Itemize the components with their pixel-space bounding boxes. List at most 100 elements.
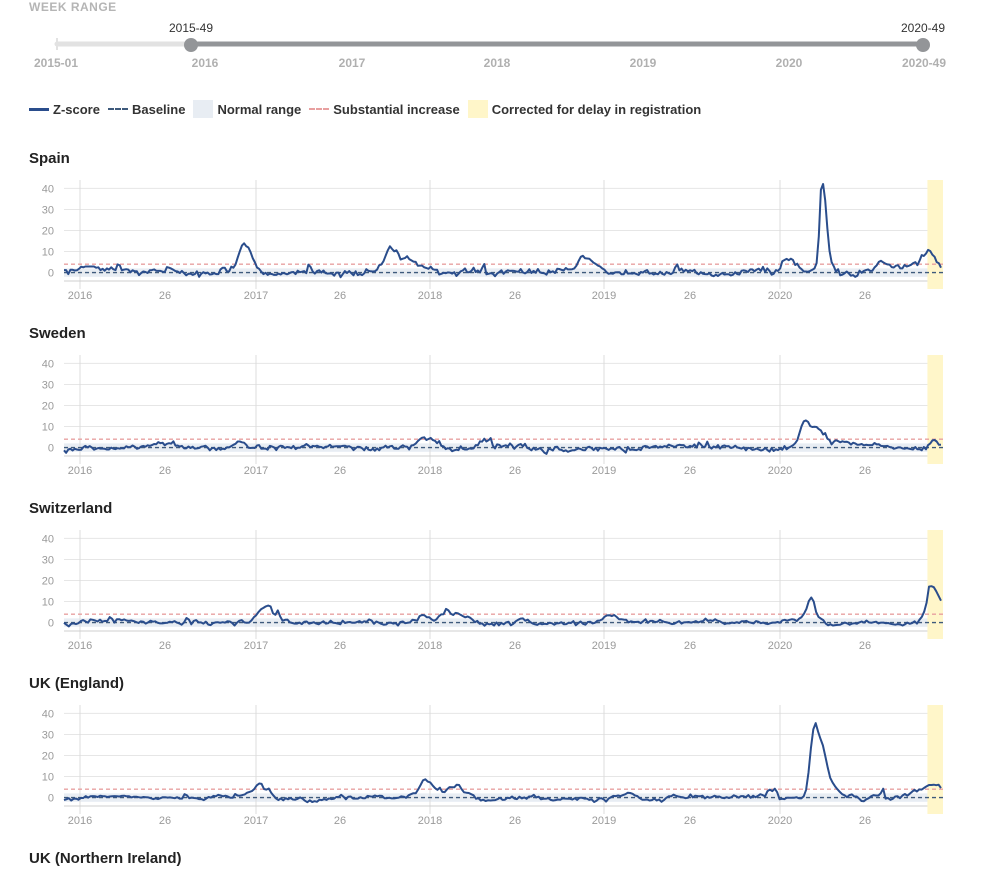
country-chart: 0 10 20 30 40 2016 26 2017 26 2018 26 2019 26 2020 26 [42,530,943,652]
x-tick-label: 26 [334,815,346,827]
y-tick-label: 40 [42,183,54,195]
country-chart: 0 10 20 30 40 2016 26 2017 26 2018 26 2019 26 2020 26 [42,355,943,477]
y-tick-label: 20 [42,401,54,413]
slider-max-label: 2020-49 [902,56,946,70]
legend-baseline-label: Baseline [131,101,186,117]
x-tick-label: 2018 [418,290,442,302]
zscore-line [63,419,941,455]
y-tick-label: 0 [48,618,54,630]
x-tick-label: 2020 [768,290,792,302]
x-tick-label: 26 [509,290,521,302]
legend-zscore: Z-score [29,102,100,117]
country-chart: 0 10 20 30 40 2016 26 2017 26 2018 26 2019 26 2020 26 [42,705,943,827]
zscore-swatch [29,107,49,111]
corrected-delay-band [927,530,943,639]
slider-year-tick: 2017 [339,56,366,70]
slider-start-handle[interactable] [184,38,198,52]
x-tick-label: 26 [334,640,346,652]
country-title: Sweden [29,325,86,342]
slider-year-tick: 2018 [484,56,511,70]
x-tick-label: 2019 [592,815,616,827]
country-title: Spain [29,150,70,167]
x-tick-label: 2018 [418,640,442,652]
y-tick-label: 10 [42,597,54,609]
y-tick-label: 10 [42,422,54,434]
slider-year-tick: 2016 [192,56,219,70]
x-tick-label: 2017 [244,290,268,302]
legend-corrected: Corrected for delay in registration [467,100,702,118]
y-tick-label: 20 [42,226,54,238]
x-tick-label: 26 [509,465,521,477]
x-tick-label: 2019 [592,465,616,477]
country-chart: 0 10 20 30 40 2016 26 2017 26 2018 26 2019 26 2020 26 [42,180,943,302]
x-tick-label: 2016 [68,640,92,652]
x-tick-label: 26 [684,640,696,652]
legend-normal-range-label: Normal range [217,101,302,117]
x-tick-label: 26 [509,640,521,652]
x-tick-label: 2018 [418,815,442,827]
y-tick-label: 30 [42,379,54,391]
week-range-label: WEEK RANGE [29,0,117,14]
slider-year-tick: 2020 [776,56,803,70]
zscore-line [63,585,942,628]
x-tick-label: 2018 [418,465,442,477]
country-title-uk-northern-ireland: UK (Northern Ireland) [29,850,182,867]
y-tick-label: 0 [48,268,54,280]
x-tick-label: 26 [159,465,171,477]
x-tick-label: 26 [684,290,696,302]
corrected-delay-band [927,355,943,464]
x-tick-label: 26 [159,815,171,827]
x-tick-label: 26 [334,290,346,302]
x-tick-label: 26 [859,640,871,652]
x-tick-label: 26 [334,465,346,477]
zscore-line [63,722,942,804]
end-handle-label: 2020-49 [901,21,945,35]
y-tick-label: 0 [48,443,54,455]
legend-normal-range: Normal range [193,100,301,118]
y-tick-label: 30 [42,729,54,741]
slider-year-tick: 2019 [630,56,657,70]
y-tick-label: 40 [42,708,54,720]
x-tick-label: 26 [859,815,871,827]
y-tick-label: 10 [42,772,54,784]
y-tick-label: 30 [42,204,54,216]
legend-corrected-label: Corrected for delay in registration [491,101,702,117]
corrected-delay-band [927,180,943,289]
zscore-line [64,183,942,279]
x-tick-label: 2017 [244,815,268,827]
x-tick-label: 2016 [68,465,92,477]
x-tick-label: 2020 [768,815,792,827]
legend-zscore-label: Z-score [53,101,100,117]
x-tick-label: 26 [684,815,696,827]
x-tick-label: 26 [159,640,171,652]
start-handle-label: 2015-49 [169,21,213,35]
x-tick-label: 2016 [68,290,92,302]
x-tick-label: 2016 [68,815,92,827]
substantial-increase-swatch [309,108,330,110]
x-tick-label: 26 [684,465,696,477]
week-range-slider[interactable]: 2015-49 2020-49 2015-01 2020-49 2016 2017… [0,14,983,74]
x-tick-label: 2019 [592,640,616,652]
legend-substantial-increase-label: Substantial increase [333,101,460,117]
legend-substantial-increase: Substantial increase [309,101,460,117]
x-tick-label: 2017 [244,465,268,477]
y-tick-label: 40 [42,533,54,545]
x-tick-label: 26 [859,290,871,302]
slider-min-label: 2015-01 [34,56,78,70]
x-tick-label: 2020 [768,465,792,477]
country-title: UK (England) [29,675,124,692]
y-tick-label: 10 [42,247,54,259]
y-tick-label: 20 [42,751,54,763]
y-tick-label: 0 [48,793,54,805]
slider-end-handle[interactable] [916,38,930,52]
x-tick-label: 26 [509,815,521,827]
legend: Z-score Baseline Normal range Substantia… [29,100,709,118]
x-tick-label: 26 [159,290,171,302]
y-tick-label: 40 [42,358,54,370]
y-tick-label: 20 [42,576,54,588]
x-tick-label: 26 [859,465,871,477]
x-tick-label: 2020 [768,640,792,652]
slider-year-ticks: 2016 2017 2018 2019 2020 [192,56,803,70]
x-tick-label: 2019 [592,290,616,302]
x-tick-label: 2017 [244,640,268,652]
